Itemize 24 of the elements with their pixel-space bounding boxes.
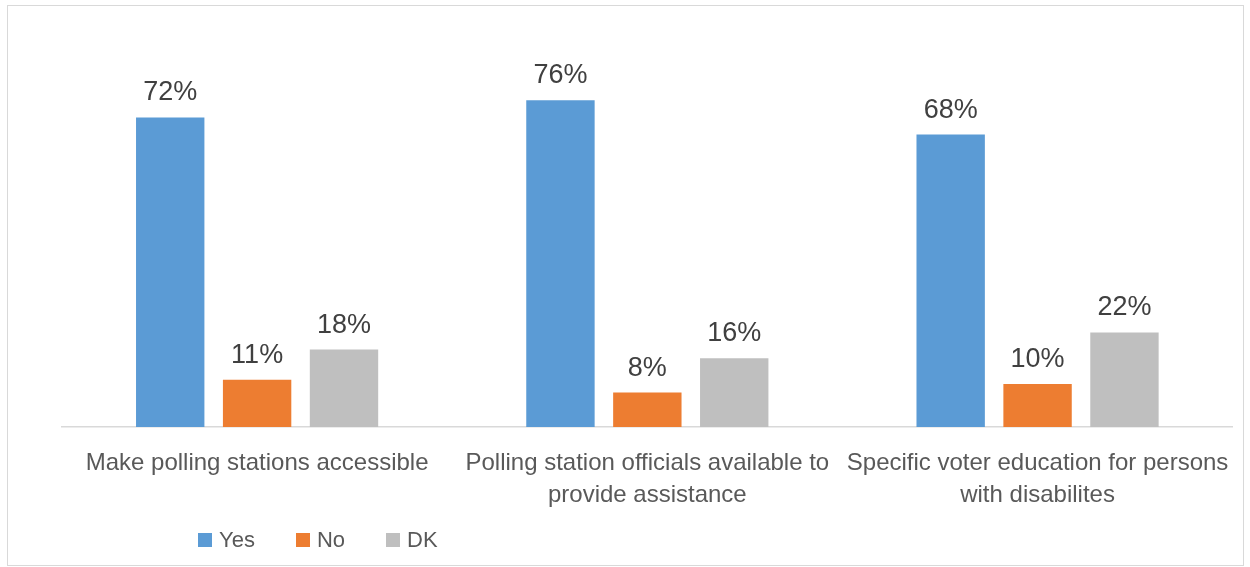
legend-label: No [316,527,346,553]
data-label: 16% [707,317,762,348]
bar [526,100,595,427]
data-label: 68% [923,93,978,124]
bar [916,134,985,427]
data-label: 8% [627,351,667,382]
legend-label: Yes [219,527,255,553]
data-label: 10% [1010,343,1065,373]
data-label: 22% [1097,291,1152,322]
bar [1090,332,1159,427]
bar [613,392,682,427]
legend-label: DK [407,527,438,553]
x-tick-label: Specific voter education for persons with disabilites [846,447,1229,507]
bar [222,379,292,427]
data-label: 72% [143,76,198,107]
data-label: 11% [231,338,284,369]
bar [700,358,769,427]
x-tick-label: Make polling stations accessible [85,447,429,475]
bar [136,117,205,427]
bar [1003,384,1072,427]
x-tick-label: Polling station officials available to provide assistance [465,447,830,507]
data-label: 18% [316,308,372,339]
bar [309,349,379,427]
data-label: 76% [533,59,588,90]
